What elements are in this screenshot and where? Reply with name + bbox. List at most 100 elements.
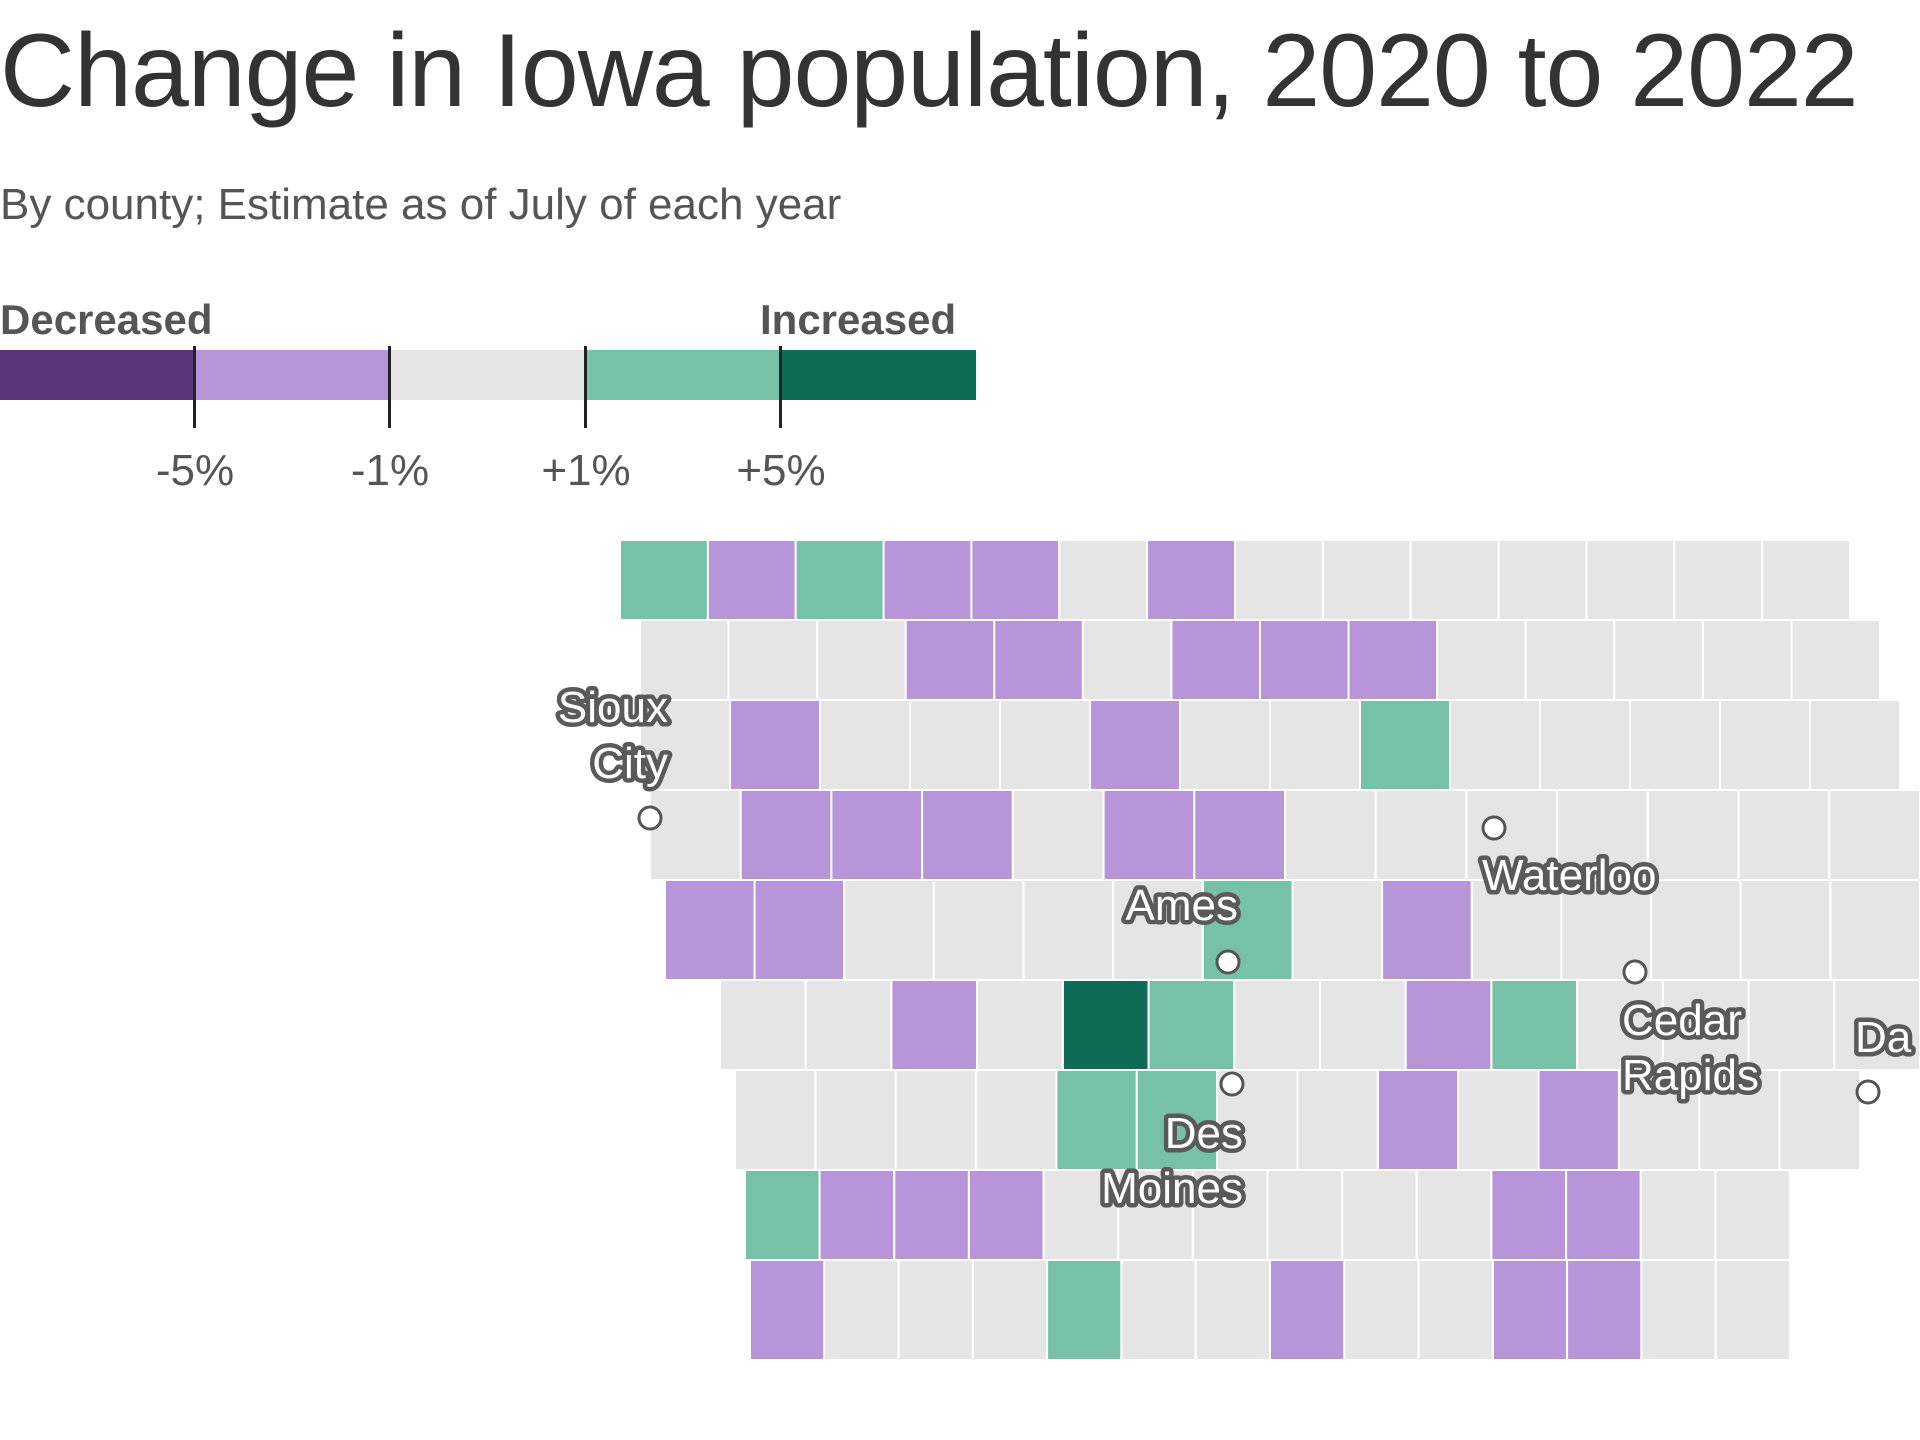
- county-cell: [1646, 789, 1740, 881]
- county-cell: [1011, 789, 1105, 881]
- county-cell: [729, 699, 821, 791]
- county-cell: [1809, 699, 1901, 791]
- county-cell: [1739, 879, 1832, 981]
- county-cell: [1089, 699, 1181, 791]
- county-cell: [1061, 979, 1150, 1071]
- county-cell: [971, 1259, 1049, 1361]
- city-layer: Sioux City Ames Waterloo Cedar Rapids Des Moine…: [553, 679, 1916, 1218]
- county-cell: [818, 1169, 896, 1261]
- county-cell: [897, 1259, 974, 1361]
- county-cell: [1828, 789, 1920, 881]
- county-cell: [970, 539, 1061, 621]
- county-cell: [1284, 789, 1377, 881]
- county-cell: [1497, 539, 1588, 621]
- county-cell: [1585, 539, 1676, 621]
- legend-tick-label: -1%: [350, 446, 430, 495]
- county-cell: [1524, 619, 1616, 701]
- county-cell: [1415, 1169, 1493, 1261]
- county-cell: [1194, 1259, 1271, 1361]
- county-cell: [1565, 1169, 1642, 1261]
- county-cell: [1259, 619, 1350, 701]
- county-cell: [1566, 1259, 1643, 1361]
- county-cell: [1022, 879, 1115, 981]
- legend-tick-label: +5%: [736, 446, 826, 495]
- county-cell: [1701, 619, 1793, 701]
- county-cell: [794, 539, 885, 621]
- county-cell: [1457, 1069, 1540, 1171]
- county-cell: [1291, 879, 1384, 981]
- county-cell: [843, 879, 935, 981]
- page-subtitle: By county; Estimate as of July of each y…: [0, 180, 842, 229]
- city-label: Moines: [1101, 1164, 1243, 1213]
- county-cell: [1269, 699, 1361, 791]
- county-cell: [749, 1259, 826, 1361]
- county-cell: [1449, 699, 1541, 791]
- county-cell: [894, 1069, 978, 1171]
- county-cell: [1296, 1069, 1379, 1171]
- iowa-county-map: Sioux City Ames Waterloo Cedar Rapids Des Moine…: [553, 539, 1920, 1361]
- county-cell: [1135, 1069, 1219, 1171]
- county-cell: [1343, 1259, 1420, 1361]
- county-cell: [1714, 1169, 1792, 1261]
- county-cell: [1661, 979, 1750, 1071]
- county-cell: [993, 619, 1084, 701]
- county-cell: [1120, 1259, 1197, 1361]
- county-cell: [967, 1169, 1045, 1261]
- county-cell: [816, 619, 907, 701]
- city-label: Da: [1855, 1013, 1912, 1062]
- county-cell: [1640, 1259, 1717, 1361]
- county-cell: [1737, 789, 1831, 881]
- county-cell: [1319, 979, 1407, 1071]
- legend-bin-strong-decrease: [0, 350, 196, 400]
- county-layer: [619, 539, 1920, 1361]
- legend-tick-label: -5%: [155, 446, 235, 495]
- county-cell: [976, 979, 1064, 1071]
- county-cell: [739, 789, 833, 881]
- county-cell: [1698, 1069, 1781, 1171]
- legend-tick-mark: [193, 346, 196, 428]
- county-cell: [999, 699, 1091, 791]
- legend-label-increased: Increased: [760, 296, 957, 343]
- county-cell: [893, 1169, 970, 1261]
- county-cell: [1179, 699, 1271, 791]
- county-cell: [882, 539, 973, 621]
- county-cell: [1321, 539, 1412, 621]
- county-cell: [830, 789, 924, 881]
- county-cell: [1491, 1259, 1569, 1361]
- county-cell: [1055, 1069, 1138, 1171]
- county-cell: [1436, 619, 1527, 701]
- county-cell: [727, 619, 819, 701]
- city-label: City: [592, 739, 668, 788]
- county-cell: [1081, 619, 1173, 701]
- county-cell: [1404, 979, 1493, 1071]
- city-label: Cedar: [1622, 996, 1742, 1045]
- county-cell: [1193, 789, 1287, 881]
- legend-bin-increase: [585, 350, 781, 400]
- county-cell: [904, 619, 996, 701]
- county-cell: [1347, 619, 1439, 701]
- county-cell: [1714, 1259, 1791, 1361]
- county-cell: [1490, 1169, 1568, 1261]
- county-cell: [719, 979, 807, 1071]
- city-marker: [1855, 1079, 1881, 1105]
- county-cell: [1381, 879, 1473, 981]
- county-cell: [706, 539, 797, 621]
- county-cell: [1537, 1069, 1620, 1171]
- county-cell: [804, 979, 893, 1071]
- county-cell: [1269, 1259, 1346, 1361]
- county-cell: [1233, 979, 1322, 1071]
- county-cell: [1833, 979, 1920, 1071]
- county-cell: [1409, 539, 1500, 621]
- legend-label-decreased: Decreased: [0, 296, 213, 343]
- legend-bin-decrease: [195, 350, 391, 400]
- county-cell: [921, 789, 1014, 881]
- county-cell: [1234, 539, 1324, 621]
- county-cell: [1376, 1069, 1460, 1171]
- city-label: Waterloo: [1482, 851, 1656, 900]
- county-cell: [975, 1069, 1058, 1171]
- county-cell: [639, 699, 731, 791]
- city-label: Des: [1165, 1109, 1243, 1158]
- county-cell: [1719, 699, 1811, 791]
- county-cell: [649, 789, 742, 881]
- legend-bin-strong-increase: [780, 350, 977, 400]
